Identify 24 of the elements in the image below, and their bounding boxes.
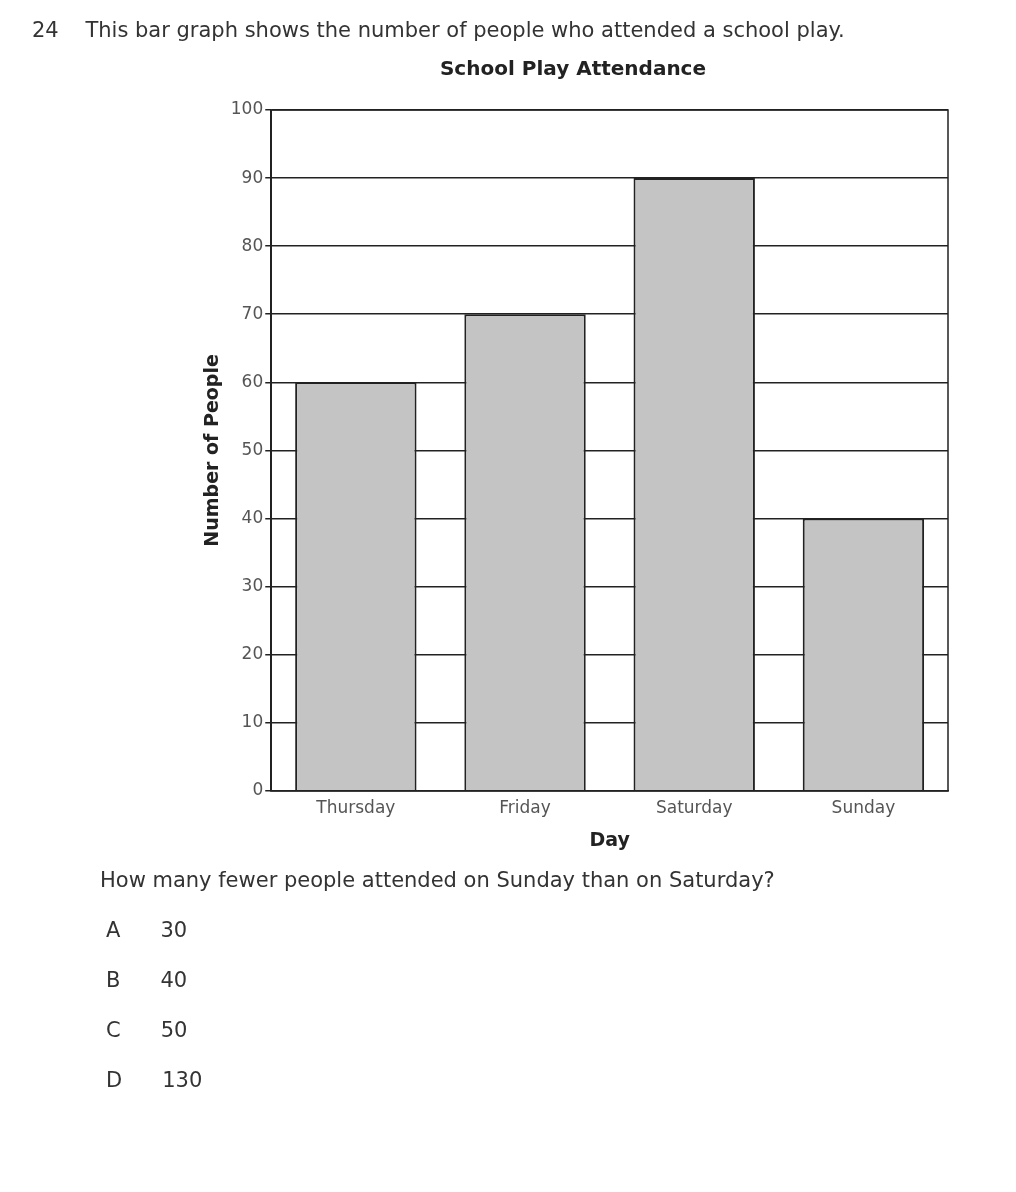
y-tick-label: 10: [241, 711, 264, 732]
text: A 30: [106, 918, 189, 942]
x-tick-label: Thursday: [315, 797, 396, 818]
y-tick-label: 50: [241, 438, 264, 459]
y-tick-label: 70: [241, 302, 264, 323]
text: How many fewer people attended on Sunday than on Saturday?: [100, 868, 776, 892]
y-axis-title: Number of People: [200, 354, 223, 547]
x-tick-label: Saturday: [655, 797, 733, 818]
y-tick-label: 0: [252, 779, 264, 800]
text: B 40: [106, 968, 189, 992]
x-tick-label: Friday: [499, 797, 551, 818]
y-tick-label: 100: [230, 98, 264, 119]
x-axis-title: Day: [589, 827, 631, 850]
chart-title: School Play Attendance: [439, 56, 707, 81]
y-tick-label: 60: [241, 370, 264, 391]
y-tick-label: 20: [241, 643, 264, 664]
y-tick-label: 40: [241, 506, 264, 527]
y-tick-label: 90: [241, 166, 264, 187]
y-tick-label: 80: [241, 234, 264, 255]
text: D 130: [106, 1068, 204, 1092]
text: 24 This bar graph shows the number of people who attended a school play.: [32, 18, 846, 42]
x-tick-label: Sunday: [831, 797, 896, 818]
text: C 50: [106, 1018, 189, 1042]
y-tick-label: 30: [241, 574, 264, 595]
